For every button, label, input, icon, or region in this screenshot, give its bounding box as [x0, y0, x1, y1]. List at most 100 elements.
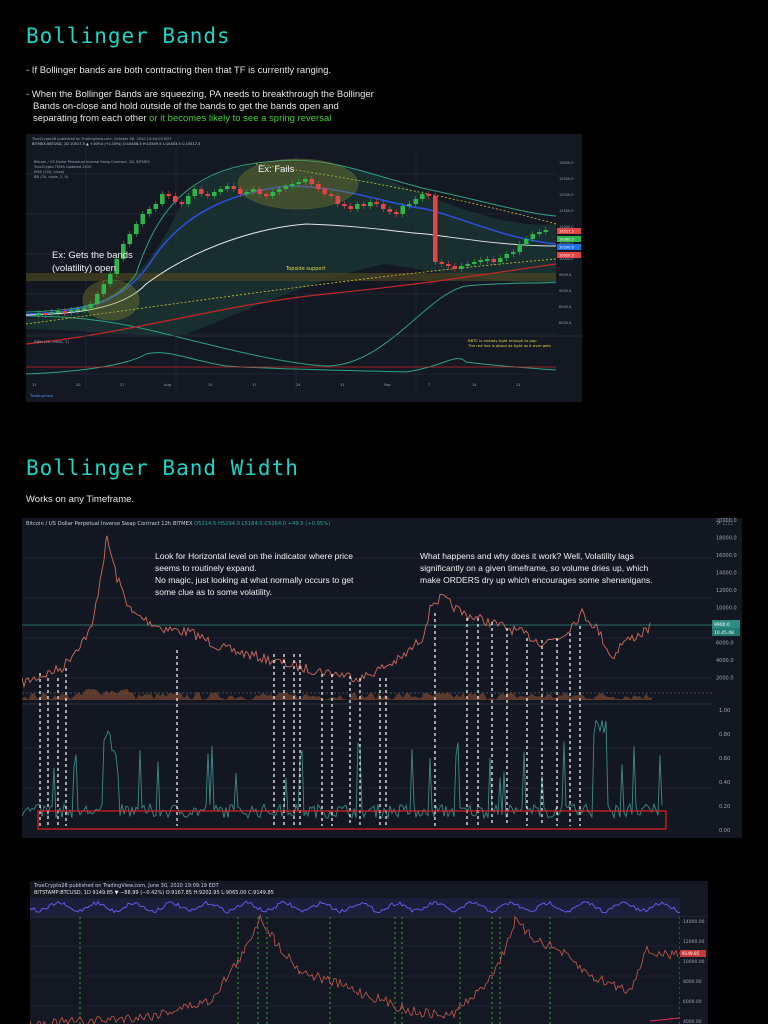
chart-btcusd-daily: 14000.00 12000.00 10000.00 8000.00 6000.00 40…: [30, 881, 708, 1024]
candle-body: [439, 262, 445, 264]
text-right-line3: make ORDERS dry up which encourages some…: [420, 575, 653, 585]
candle-body: [329, 194, 334, 196]
chart1-x-tick: 24: [296, 383, 301, 387]
candle-body: [504, 254, 510, 258]
candle-body: [511, 252, 516, 254]
candle-body: [95, 294, 100, 304]
chart2-y-tick-bbw: 0.80: [719, 732, 730, 738]
candle-body: [108, 274, 113, 284]
text-left-line2: seems to routinely expand.: [155, 563, 257, 573]
candle-body: [231, 186, 237, 189]
chart1-price-tag: 10380.5: [559, 238, 574, 242]
chart2-y-tick-price: 12000.0: [716, 588, 737, 594]
chart2-header: Bitcoin / US Dollar Perpetual Inverse Sw…: [26, 521, 330, 527]
candle-body: [368, 202, 373, 206]
candle-body: [264, 194, 269, 196]
candle-body: [348, 206, 354, 209]
chart1-y-tick: 8000.0: [559, 321, 571, 325]
candle-body: [537, 232, 542, 234]
chart3-y-tick: 8000.00: [683, 979, 702, 985]
candle-body: [186, 196, 191, 204]
chart2-y-tick-price: 16000.0: [716, 553, 737, 559]
chart2-y-tick-bbw: 0.20: [719, 804, 730, 810]
candle-body: [251, 189, 256, 192]
bbw-note: BBTC is already tight enough to pop The …: [468, 338, 551, 348]
chart1-svg: 13000.0 12500.0 12000.0 11500.0 11000.0 10500…: [26, 148, 582, 402]
chart2-y-tick-price: 20000.0: [716, 518, 737, 524]
chart1-price-tag-bg: [557, 228, 581, 234]
chart1-x-tick: 14: [472, 383, 477, 387]
candle-body: [121, 244, 126, 259]
bbw-low-range-box: [37, 810, 667, 830]
candle-body: [342, 204, 347, 206]
chart2-y-tick-price: 10000.0: [716, 606, 737, 612]
chart3-y-tick: 12000.00: [683, 939, 705, 945]
chart1-x-tick: Sep: [384, 383, 391, 387]
candle-body: [472, 262, 477, 264]
chart1-x-tick: 20: [76, 383, 80, 387]
annotation-gets-line1: Ex: Gets the bands: [52, 250, 133, 261]
candle-body: [134, 224, 139, 234]
candle-body: [407, 204, 412, 206]
candle-body: [524, 239, 529, 244]
chart1-y-tick: 9500.0: [559, 273, 571, 277]
candle-body: [459, 266, 464, 269]
chart1-price-tag: 10200.0: [559, 246, 575, 250]
chart-bollinger-bands: 13000.0 12500.0 12000.0 11500.0 11000.0 10500…: [26, 134, 582, 402]
candle-body: [62, 311, 68, 313]
candle-body: [192, 189, 198, 196]
chart1-x-tick: 21: [516, 383, 520, 387]
spring-reversal-text: or it becomes likely to see a spring rev…: [146, 113, 332, 124]
candle-body: [160, 194, 165, 204]
candle-body: [257, 189, 263, 194]
chart3-y-tick: 14000.00: [683, 919, 705, 925]
text-right-line1: What happens and why does it work? Well,…: [420, 551, 634, 561]
candle-body: [498, 258, 503, 262]
candle-body: [316, 184, 321, 189]
chart1-y-tick: 10000.0: [559, 257, 573, 261]
candle-body: [394, 212, 399, 214]
chart1-y-tick: 9000.0: [559, 289, 571, 293]
candle-body: [452, 266, 458, 269]
candle-body: [517, 244, 523, 252]
legend-bb: BB (20, close, 2, 0): [34, 175, 69, 179]
chart-bb-width: 20000.0 18000.0 16000.0 14000.0 12000.0 10000…: [22, 518, 742, 838]
topside-support-zone: [26, 273, 556, 281]
candle-body: [374, 202, 380, 204]
chart2-time-tag: 10.45.08: [714, 631, 735, 636]
chart3-publisher: TrueCrypto28 published on TradingView.co…: [34, 883, 219, 889]
bullet-squeezing-line1: - When the Bollinger Bands are squeezing…: [26, 89, 374, 100]
works-any-timeframe: Works on any Timeframe.: [26, 494, 135, 505]
candle-body: [361, 204, 367, 206]
chart1-price-tag-bg: [557, 252, 581, 258]
chart1-price-tag-bg: [557, 236, 581, 242]
annotation-gets-bands-open: Ex: Gets the bands (volatility) open: [52, 249, 133, 275]
annotation-topside-support: Topside support: [286, 266, 326, 272]
chart1-y-tick: 8500.0: [559, 305, 571, 309]
candle-body: [433, 196, 438, 262]
chart2-y-tick-price: 6000.0: [716, 641, 734, 647]
chart1-x-tick: 13: [32, 383, 36, 387]
candle-body: [238, 189, 243, 194]
bullet-squeezing-line2: Bands on-close and hold outside of the b…: [33, 101, 339, 112]
text-left-line1: Look for Horizontal level on the indicat…: [155, 551, 353, 561]
candle-body: [355, 204, 360, 209]
candle-body: [309, 179, 315, 184]
section-title-bollinger-band-width: Bollinger Band Width: [26, 456, 299, 480]
chart2-window-controls-icon[interactable]: ↗□□: [716, 521, 735, 527]
candle-body: [322, 189, 328, 194]
bullet-squeezing-line3: separating from each other or it becomes…: [33, 113, 332, 124]
chart2-y-tick-bbw: 0.00: [719, 828, 730, 834]
candle-body: [199, 189, 204, 194]
chart1-x-tick: 27: [120, 383, 124, 387]
candle-body: [543, 230, 549, 232]
chart3-symbol-line: BITSTAMP:BTCUSD, 1D 9149.85 ▼ −88.99 (−0…: [34, 890, 274, 896]
candle-body: [88, 304, 94, 308]
text-left-line4: some clue as to some volatility.: [155, 587, 272, 597]
legend-ema: EMA (200, close): [34, 170, 65, 174]
chart2-y-tick-bbw: 0.60: [719, 756, 730, 762]
candle-body: [127, 234, 133, 244]
chart1-price-tag: 10517.5: [559, 230, 574, 234]
chart1-x-tick: 31: [340, 383, 344, 387]
section-title-bollinger-bands: Bollinger Bands: [26, 24, 231, 48]
